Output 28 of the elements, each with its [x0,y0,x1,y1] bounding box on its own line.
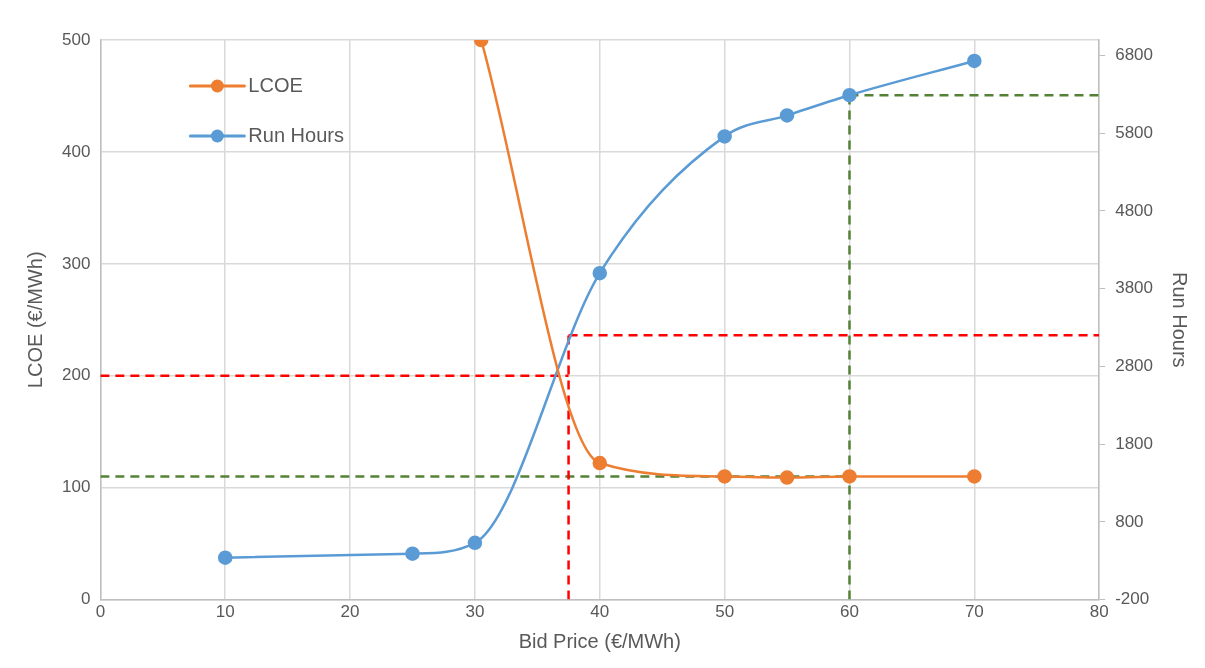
y2-tick-label: 5800 [1115,122,1154,142]
y2-tick-label: 4800 [1115,200,1154,220]
x-tick-label: 30 [465,602,485,622]
y2-tick-label: 3800 [1115,278,1154,298]
x-tick-label: 0 [95,602,106,622]
x-tick-label: 10 [215,602,235,622]
y-tick-label: 400 [61,141,91,161]
y2-tick-label: -200 [1115,589,1150,609]
x-axis-title: Bid Price (€/MWh) [518,629,681,652]
legend-label: Run Hours [248,123,344,146]
x-tick-label: 70 [964,602,984,622]
y2-tick-label: 1800 [1115,433,1154,453]
y-tick-label: 100 [61,477,91,497]
y-tick-label: 0 [80,589,91,609]
y-tick-label: 200 [61,365,91,385]
y2-tick-label: 2800 [1115,356,1154,376]
x-tick-label: 40 [590,602,610,622]
y-tick-label: 500 [61,29,91,49]
y-axis-title: LCOE (€/MWh) [23,251,46,389]
x-tick-label: 20 [340,602,360,622]
x-tick-label: 50 [715,602,735,622]
x-tick-label: 80 [1089,602,1109,622]
legend-label: LCOE [248,73,303,96]
y-tick-label: 300 [61,253,91,273]
y2-axis-title: Run Hours [1169,272,1192,368]
y2-tick-label: 800 [1115,511,1144,531]
x-tick-label: 60 [840,602,859,622]
y2-tick-label: 6800 [1115,45,1154,65]
